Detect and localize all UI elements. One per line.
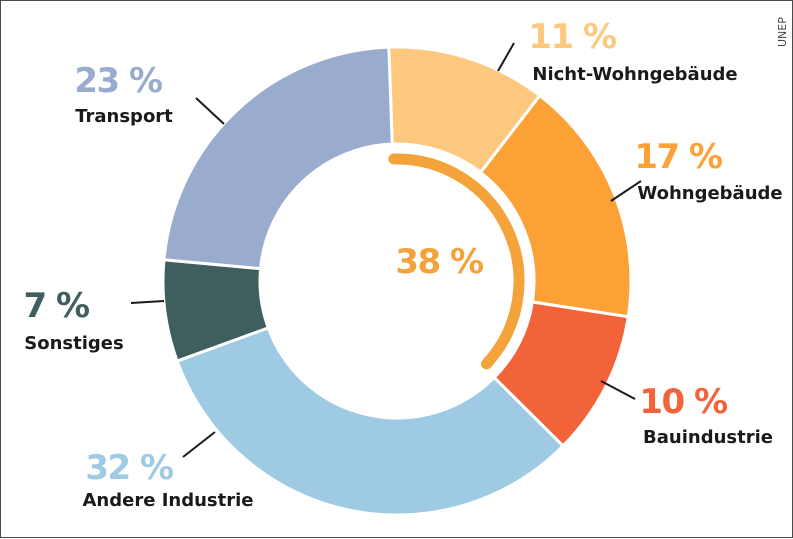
- label-leaders: [130, 42, 642, 458]
- slice-label-andere-industrie: Andere Industrie: [83, 490, 254, 511]
- slice-value-sonstiges: 7 %: [23, 286, 88, 326]
- leader-line-wohngebaeude: [610, 180, 642, 202]
- leader-line-transport: [195, 97, 225, 125]
- slice-value-andere-industrie: 32 %: [85, 448, 173, 488]
- donut-slices: [161, 45, 633, 517]
- leader-line-nicht-wohngebaeude: [497, 42, 515, 72]
- slice-labels: 11 % Nicht-Wohngebäude 17 % Wohngebäude 10 %…: [23, 17, 782, 511]
- slice-value-bauindustrie: 10 %: [639, 382, 727, 422]
- center-label: 38 %: [395, 242, 483, 282]
- slice-label-transport: Transport: [75, 106, 173, 127]
- leader-line-sonstiges: [130, 300, 165, 304]
- slice-value-nicht-wohngebaeude: 11 %: [528, 17, 616, 57]
- buildings-accent-group: [388, 153, 525, 370]
- slice-label-wohngebaeude: Wohngebäude: [637, 183, 782, 204]
- buildings-group-arc: [388, 153, 525, 370]
- slice-value-wohngebaeude: 17 %: [634, 137, 722, 177]
- slice-label-sonstiges: Sonstiges: [24, 333, 123, 354]
- source-credit: UNEP: [776, 17, 789, 47]
- leader-line-andere-industrie: [182, 431, 216, 458]
- slice-andere-industrie: [175, 325, 566, 517]
- slice-label-nicht-wohngebaeude: Nicht-Wohngebäude: [532, 64, 737, 85]
- slice-label-bauindustrie: Bauindustrie: [643, 427, 773, 448]
- slice-value-transport: 23 %: [74, 61, 162, 101]
- leader-line-bauindustrie: [600, 380, 636, 400]
- slice-transport: [162, 45, 394, 271]
